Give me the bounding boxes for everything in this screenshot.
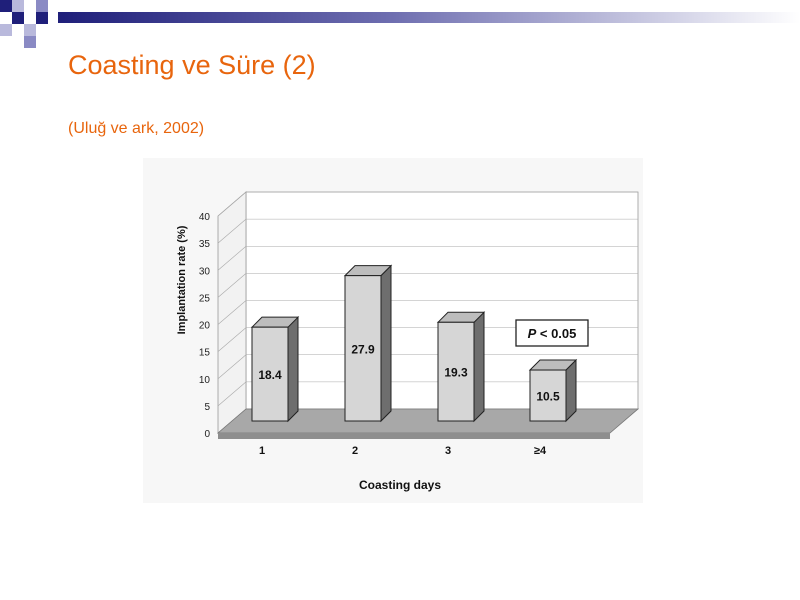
deco-square [12, 12, 24, 24]
gridline-side [217, 273, 247, 298]
bar: 27.9 [343, 264, 393, 423]
gridline-side [217, 191, 247, 217]
gridline-side [217, 327, 247, 352]
x-axis-ticks: 1 2 3 ≥4 [259, 445, 547, 457]
annotation-prefix: P [528, 326, 537, 341]
x-tick-label: ≥4 [534, 445, 547, 457]
annotation-box [515, 319, 589, 347]
gridline-side [217, 381, 247, 407]
gridline-side [217, 300, 247, 325]
bar-side [380, 264, 392, 423]
bar: 18.4 [250, 315, 300, 423]
x-tick-label: 3 [445, 445, 451, 457]
deco-square [0, 0, 12, 12]
gridline-side [217, 354, 247, 379]
bar-value-label: 19.3 [444, 366, 468, 380]
y-tick-label: 35 [199, 239, 211, 250]
annotation-text: P < 0.05 [528, 326, 577, 341]
y-tick-label: 15 [199, 348, 211, 359]
deco-square [24, 36, 36, 48]
y-tick-label: 5 [204, 402, 210, 413]
y-tick-label: 40 [199, 212, 211, 223]
bar-value-label: 10.5 [536, 390, 560, 404]
y-tick-label: 10 [199, 375, 211, 386]
bar-front [344, 275, 382, 422]
floor-edge [218, 433, 610, 439]
chart-container: 0 5 10 15 20 25 30 35 40 18.4 27.9 19.3 10.5 1 2 3 ≥4 … [143, 158, 643, 503]
slide-subtitle: (Uluğ ve ark, 2002) [68, 120, 205, 137]
deco-square [36, 12, 48, 24]
bar-front [437, 321, 475, 422]
x-tick-label: 2 [352, 445, 358, 457]
y-tick-label: 0 [204, 429, 210, 440]
gridline-side [217, 218, 247, 244]
y-tick-label: 25 [199, 293, 211, 304]
deco-square [24, 24, 36, 36]
x-axis-label: Coasting days [359, 478, 441, 492]
header-decoration [0, 0, 800, 48]
p-value-annotation: P < 0.05 [515, 319, 589, 347]
bar-front [529, 369, 567, 422]
bar-value-label: 27.9 [351, 342, 375, 356]
slide-title: Coasting ve Süre (2) [68, 50, 316, 80]
y-axis-ticks: 0 5 10 15 20 25 30 35 40 [199, 212, 211, 440]
deco-square [12, 0, 24, 12]
bar: 19.3 [436, 311, 486, 423]
deco-square [36, 0, 48, 12]
bar-side [473, 311, 485, 423]
bar-side [287, 315, 299, 423]
header-gradient-bar [58, 12, 800, 23]
y-tick-label: 20 [199, 321, 211, 332]
y-axis-label: Implantation rate (%) [176, 225, 188, 334]
x-tick-label: 1 [259, 445, 265, 457]
bar: 10.5 [528, 358, 578, 423]
bar-value-label: 18.4 [258, 368, 282, 382]
gridline-side [217, 246, 247, 271]
deco-square [0, 24, 12, 36]
y-tick-label: 30 [199, 266, 211, 277]
bar-front [251, 326, 289, 422]
chart-bars: 18.4 27.9 19.3 10.5 [250, 264, 578, 423]
annotation-value: < 0.05 [536, 326, 576, 341]
